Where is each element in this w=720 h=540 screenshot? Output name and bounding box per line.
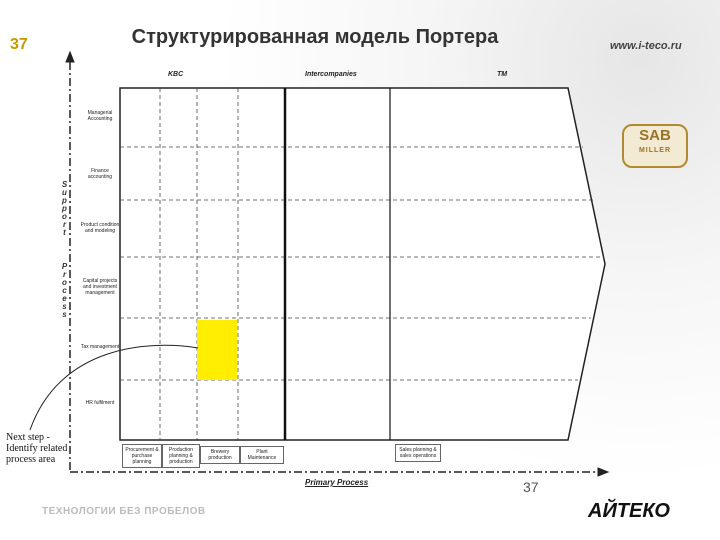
page-number: 37 (523, 479, 539, 495)
logo-text: MILLER (638, 147, 672, 154)
process-box: Production planning & production (162, 444, 200, 468)
sab-logo: SAB MILLER (622, 124, 688, 168)
row-label: Tax management (80, 344, 120, 350)
primary-label: Primary Process (305, 478, 369, 487)
slogan: ТЕХНОЛОГИИ БЕЗ ПРОБЕЛОВ (42, 506, 206, 517)
url: www.i-teco.ru (610, 40, 682, 52)
highlight (197, 320, 237, 380)
company-logo: АЙТЕКО (588, 500, 670, 522)
process-box: Sales planning & sales operations (395, 444, 441, 462)
row-label: HR fulfilment (85, 400, 115, 406)
process-box: Procurement & purchase planning (122, 444, 162, 468)
row-label: Product condition and modeling (80, 222, 120, 234)
support-label: Support (60, 180, 69, 236)
value-chain-arrow (119, 87, 606, 441)
process-box: Brewery production (200, 446, 240, 464)
note: Next step - Identify related process are… (6, 432, 68, 465)
axes (65, 50, 610, 477)
support-label: Process (60, 262, 69, 318)
connector (29, 344, 199, 431)
row-label: Managerial Accounting (87, 110, 113, 122)
row-label: Capital projects and investment manageme… (82, 278, 118, 296)
process-box: Plant Maintenance (240, 446, 284, 464)
title: Структурированная модель Портера (131, 26, 499, 48)
row-label: Finance accounting (87, 168, 113, 180)
top-label: Intercompanies (305, 71, 357, 78)
grid-lines (120, 88, 604, 440)
top-label: TM (497, 71, 508, 78)
slide-number: 37 (10, 36, 28, 53)
top-label: KBC (168, 71, 184, 78)
logo-text: SAB (639, 127, 671, 144)
